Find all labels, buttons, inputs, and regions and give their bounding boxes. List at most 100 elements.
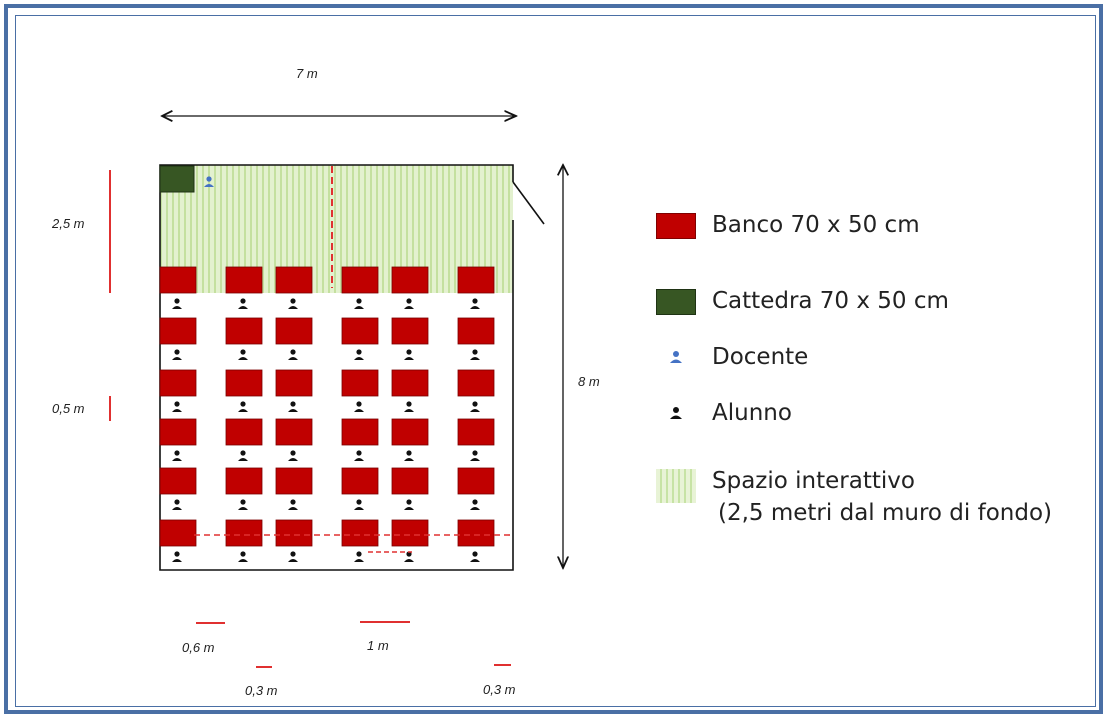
legend-item-cattedra: Cattedra 70 x 50 cm <box>656 285 949 317</box>
legend-space-label: Spazio interattivo <box>712 468 915 494</box>
desk <box>391 317 429 345</box>
desk <box>159 369 197 397</box>
student-icon <box>404 349 414 360</box>
width-label: 7 m <box>296 66 318 81</box>
student-icon <box>172 450 182 461</box>
desk <box>225 418 263 446</box>
desk <box>275 317 313 345</box>
student-icon <box>404 401 414 412</box>
legend-item-teacher: Docente <box>656 341 808 373</box>
student-icon <box>172 499 182 510</box>
student-icon <box>354 551 364 562</box>
desk <box>457 467 495 495</box>
row-gap-label: 0,5 m <box>52 401 85 416</box>
legend-item-desk: Banco 70 x 50 cm <box>656 209 920 241</box>
student-icon <box>470 450 480 461</box>
student-icon <box>238 298 248 309</box>
legend-teacher-label: Docente <box>712 344 809 370</box>
student-icon <box>470 499 480 510</box>
interactive-space <box>160 165 513 293</box>
student-icon <box>288 298 298 309</box>
legend-cattedra-label: Cattedra 70 x 50 cm <box>712 288 949 314</box>
student-icon <box>238 499 248 510</box>
desk <box>341 317 379 345</box>
student-icon <box>288 401 298 412</box>
desk <box>225 317 263 345</box>
student-icon <box>470 401 480 412</box>
desk <box>225 266 263 294</box>
desk <box>159 317 197 345</box>
teacher-icon <box>204 176 214 187</box>
student-icon <box>404 551 414 562</box>
legend-space-sub-label: (2,5 metri dal muro di fondo) <box>718 500 1052 526</box>
student-icon <box>238 551 248 562</box>
outer-frame <box>4 4 1103 714</box>
legend-item-interactive-space: Spazio interattivo (2,5 metri dal muro d… <box>656 465 1052 529</box>
student-icon <box>288 551 298 562</box>
student-icon <box>288 450 298 461</box>
student-icon <box>470 349 480 360</box>
student-icon <box>354 499 364 510</box>
height-label: 8 m <box>578 374 600 389</box>
desk <box>159 418 197 446</box>
cattedra <box>159 165 195 193</box>
desk <box>341 369 379 397</box>
interactive-depth-label: 2,5 m <box>51 216 85 231</box>
desk <box>391 369 429 397</box>
desks-grid <box>159 266 495 562</box>
teacher-icon <box>670 351 682 363</box>
desk <box>341 467 379 495</box>
student-icon <box>470 551 480 562</box>
student-icon <box>470 298 480 309</box>
desk <box>159 467 197 495</box>
desk <box>275 369 313 397</box>
desk <box>275 266 313 294</box>
aisle-label: 0,6 m <box>182 640 215 655</box>
student-icon <box>238 450 248 461</box>
desk <box>159 266 197 294</box>
wall-gap-right-label: 0,3 m <box>483 682 516 697</box>
desk-swatch <box>656 213 696 239</box>
student-icon <box>670 407 682 419</box>
student-icon <box>288 499 298 510</box>
student-icon <box>354 450 364 461</box>
center-aisle-label: 1 m <box>367 638 389 653</box>
desk <box>457 369 495 397</box>
legend-item-student: Alunno <box>656 397 792 429</box>
desk <box>457 519 495 547</box>
desk <box>457 266 495 294</box>
desk <box>159 519 197 547</box>
student-icon <box>404 298 414 309</box>
desk <box>225 519 263 547</box>
desk <box>225 467 263 495</box>
desk <box>391 266 429 294</box>
student-icon <box>238 401 248 412</box>
desk <box>275 418 313 446</box>
student-icon <box>354 349 364 360</box>
desk <box>457 317 495 345</box>
student-icon <box>172 298 182 309</box>
student-icon <box>404 450 414 461</box>
legend-desk-label: Banco 70 x 50 cm <box>712 212 920 238</box>
cattedra-swatch <box>656 289 696 315</box>
student-icon <box>172 401 182 412</box>
desk <box>341 266 379 294</box>
room-walls <box>159 164 514 571</box>
student-icon <box>238 349 248 360</box>
student-icon <box>288 349 298 360</box>
desk <box>341 418 379 446</box>
desk <box>457 418 495 446</box>
student-icon <box>172 349 182 360</box>
wall-gap-left-label: 0,3 m <box>245 683 278 698</box>
door <box>512 181 545 225</box>
desk <box>225 369 263 397</box>
interactive-space-swatch <box>656 469 696 503</box>
student-icon <box>354 401 364 412</box>
student-icon <box>354 298 364 309</box>
student-icon <box>172 551 182 562</box>
desk <box>391 519 429 547</box>
desk <box>391 418 429 446</box>
legend-student-label: Alunno <box>712 400 792 426</box>
desk <box>391 467 429 495</box>
